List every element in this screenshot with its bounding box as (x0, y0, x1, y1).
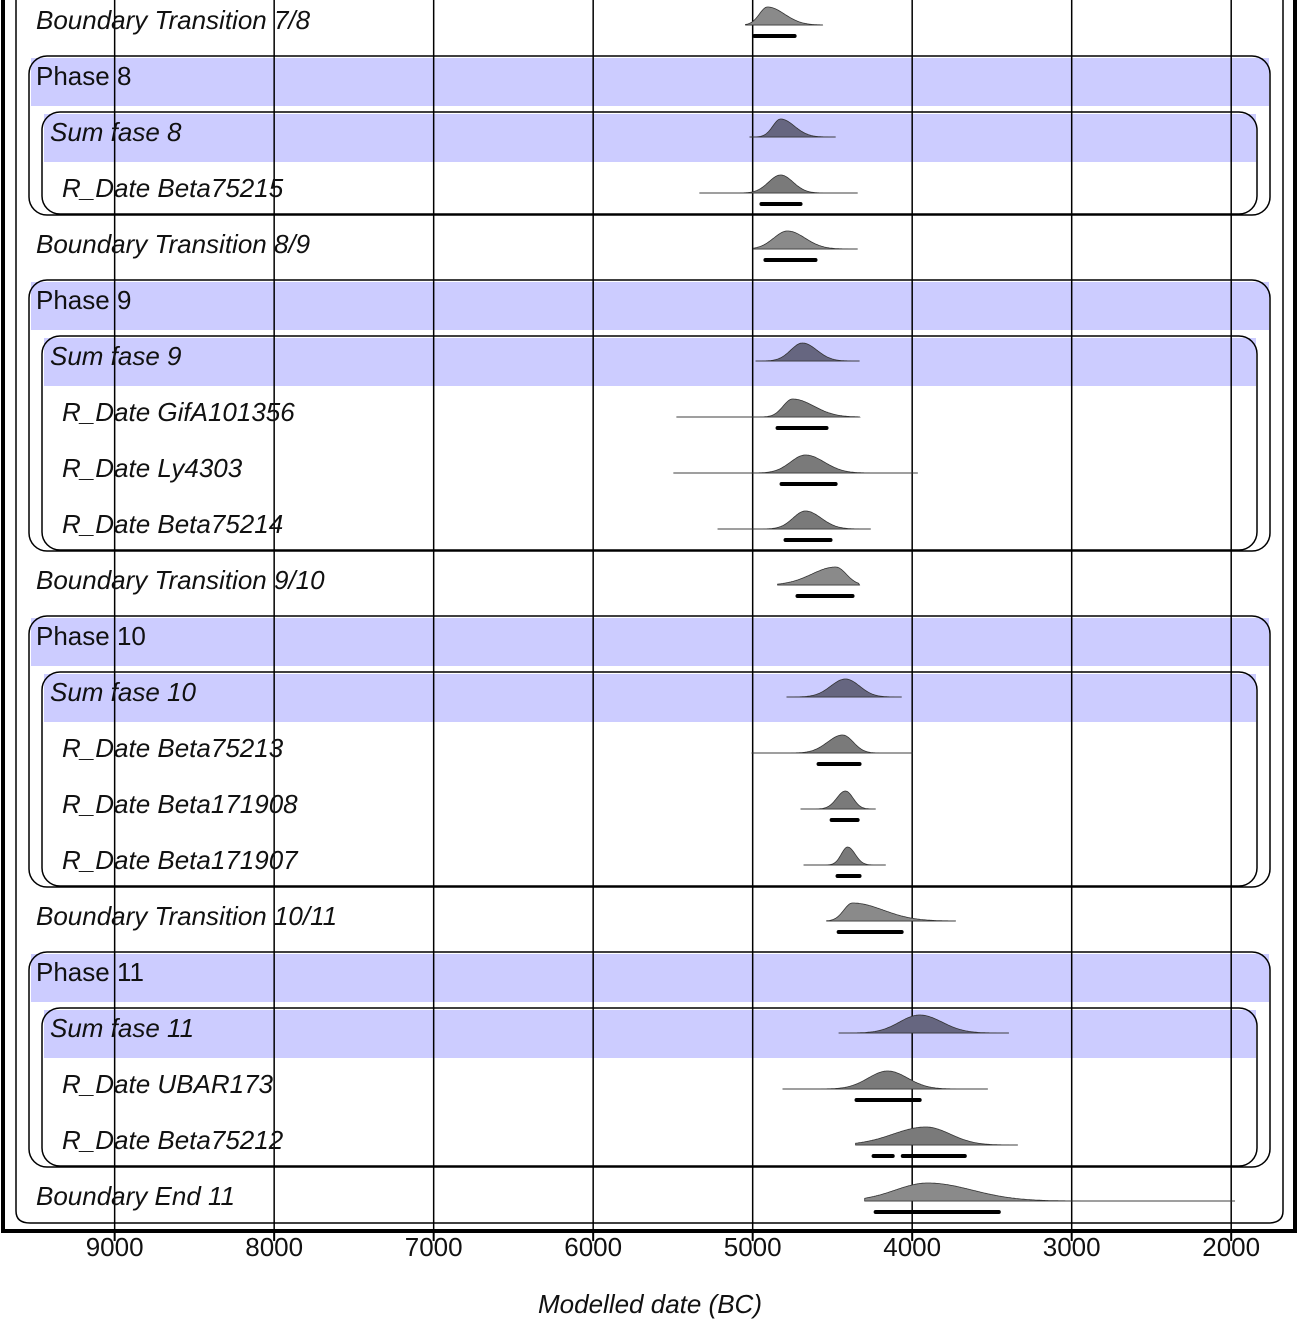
sum-band (44, 338, 1256, 386)
phase-band (31, 618, 1269, 666)
distribution (676, 398, 861, 418)
sum-box (41, 335, 1258, 551)
x-tick-label: 4000 (883, 1232, 941, 1262)
distribution (755, 342, 860, 362)
sum-label: Sum fase 10 (50, 677, 197, 707)
phase-label: Phase 8 (36, 61, 131, 91)
phase-box (28, 951, 1271, 1168)
distribution (803, 846, 886, 866)
sum-box (41, 111, 1258, 215)
distribution (699, 174, 858, 194)
x-tick-label: 2000 (1202, 1232, 1260, 1262)
x-tick-label: 6000 (564, 1232, 622, 1262)
x-tick-label: 7000 (405, 1232, 463, 1262)
distribution (745, 6, 824, 26)
phase-band (31, 282, 1269, 330)
x-tick-label: 9000 (86, 1232, 144, 1262)
date-label: R_Date Beta171908 (62, 789, 298, 819)
phase-box (28, 615, 1271, 888)
phase-band (31, 58, 1269, 106)
date-label: R_Date Beta75214 (62, 509, 283, 539)
x-tick-label: 3000 (1043, 1232, 1101, 1262)
distribution (777, 566, 861, 586)
date-label: R_Date Beta75213 (62, 733, 284, 763)
sum-label: Sum fase 8 (50, 117, 182, 147)
phase-label: Phase 9 (36, 285, 131, 315)
sum-box (41, 671, 1258, 887)
sum-band (44, 114, 1256, 162)
date-label: R_Date Beta75212 (62, 1125, 284, 1155)
phase-box (28, 279, 1271, 552)
sum-label: Sum fase 9 (50, 341, 182, 371)
distribution (753, 230, 858, 250)
boundary-label: Boundary Transition 7/8 (36, 5, 311, 35)
sum-box (41, 1007, 1258, 1167)
boundary-label: Boundary End 11 (36, 1181, 235, 1211)
phase-band (31, 954, 1269, 1002)
date-label: R_Date Ly4303 (62, 453, 243, 483)
plot-frame (1, 0, 1297, 1233)
date-label: R_Date UBAR173 (62, 1069, 274, 1099)
x-tick-label: 8000 (245, 1232, 303, 1262)
boundary-label: Boundary Transition 10/11 (36, 901, 337, 931)
phase-box (28, 55, 1271, 216)
distribution (782, 1070, 988, 1090)
phase-label: Phase 10 (36, 621, 146, 651)
distribution (751, 734, 913, 754)
x-axis-label: Modelled date (BC) (538, 1289, 762, 1319)
sum-band (44, 674, 1256, 722)
date-label: R_Date Beta75215 (62, 173, 284, 203)
distribution (855, 1126, 1018, 1146)
x-tick-label: 5000 (724, 1232, 782, 1262)
distribution (673, 454, 918, 474)
date-label: R_Date GifA101356 (62, 397, 295, 427)
model-frame (15, 0, 1284, 1224)
boundary-label: Boundary Transition 8/9 (36, 229, 310, 259)
distribution (800, 790, 876, 810)
distribution (749, 118, 836, 138)
distribution (864, 1182, 1236, 1202)
distribution (838, 1014, 1009, 1034)
boundary-label: Boundary Transition 9/10 (36, 565, 325, 595)
distribution (717, 510, 871, 530)
date-label: R_Date Beta171907 (62, 845, 299, 875)
sum-label: Sum fase 11 (50, 1013, 194, 1043)
sum-band (44, 1010, 1256, 1058)
phase-label: Phase 11 (36, 957, 144, 987)
distribution (786, 678, 902, 698)
distribution (826, 902, 956, 922)
